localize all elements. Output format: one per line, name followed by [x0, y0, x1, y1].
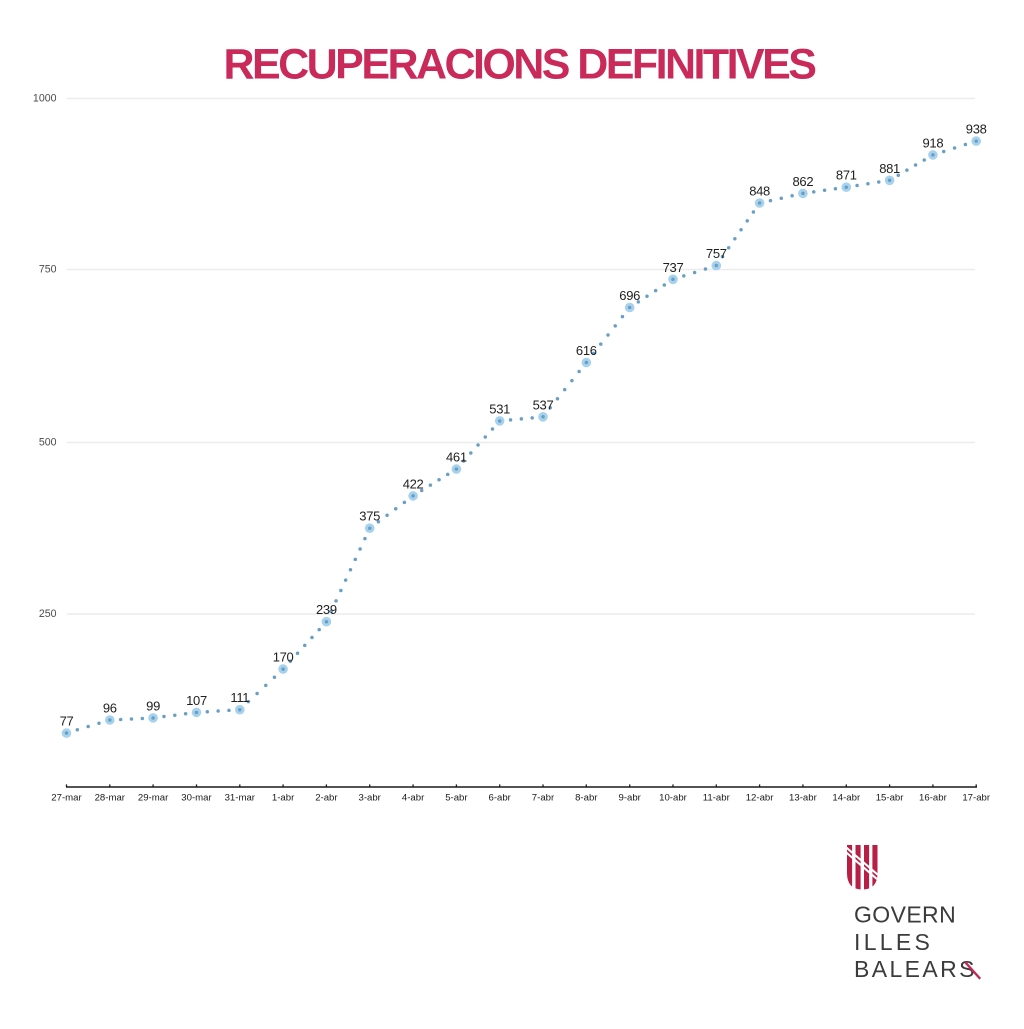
- svg-text:99: 99: [146, 698, 160, 713]
- svg-text:7-abr: 7-abr: [532, 793, 555, 804]
- svg-text:ILLES: ILLES: [854, 929, 933, 955]
- svg-text:938: 938: [966, 122, 987, 137]
- svg-text:10-abr: 10-abr: [659, 793, 688, 804]
- svg-text:77: 77: [60, 714, 74, 729]
- svg-text:GOVERN: GOVERN: [854, 902, 956, 928]
- svg-text:537: 537: [533, 397, 554, 412]
- svg-text:616: 616: [576, 343, 597, 358]
- svg-text:31-mar: 31-mar: [225, 793, 256, 804]
- svg-text:29-mar: 29-mar: [138, 793, 169, 804]
- svg-text:11-abr: 11-abr: [703, 793, 731, 804]
- svg-text:14-abr: 14-abr: [832, 793, 861, 804]
- svg-text:500: 500: [39, 437, 57, 449]
- svg-text:13-abr: 13-abr: [789, 793, 818, 804]
- svg-text:750: 750: [39, 264, 57, 276]
- svg-text:461: 461: [446, 450, 467, 465]
- svg-text:9-abr: 9-abr: [618, 793, 641, 804]
- svg-text:375: 375: [359, 509, 380, 524]
- svg-text:3-abr: 3-abr: [358, 793, 381, 804]
- svg-text:RECUPERACIONS DEFINITIVES: RECUPERACIONS DEFINITIVES: [224, 41, 816, 89]
- svg-text:881: 881: [879, 161, 900, 176]
- svg-text:1000: 1000: [33, 93, 57, 105]
- svg-text:111: 111: [230, 690, 249, 705]
- svg-text:1-abr: 1-abr: [272, 793, 295, 804]
- svg-text:2-abr: 2-abr: [315, 793, 338, 804]
- svg-text:107: 107: [186, 693, 207, 708]
- svg-text:28-mar: 28-mar: [95, 793, 126, 804]
- svg-text:250: 250: [39, 608, 57, 620]
- svg-text:422: 422: [403, 476, 424, 491]
- svg-text:15-abr: 15-abr: [876, 793, 905, 804]
- svg-text:17-abr: 17-abr: [962, 793, 991, 804]
- svg-text:871: 871: [836, 168, 857, 183]
- svg-text:239: 239: [316, 602, 337, 617]
- svg-text:6-abr: 6-abr: [488, 793, 511, 804]
- svg-text:12-abr: 12-abr: [746, 793, 775, 804]
- svg-text:30-mar: 30-mar: [181, 793, 212, 804]
- svg-text:170: 170: [273, 650, 294, 665]
- svg-text:531: 531: [489, 401, 510, 416]
- svg-text:696: 696: [619, 288, 640, 303]
- svg-text:918: 918: [923, 135, 944, 150]
- svg-text:5-abr: 5-abr: [445, 793, 468, 804]
- svg-text:96: 96: [103, 701, 117, 716]
- svg-text:737: 737: [663, 260, 684, 275]
- svg-text:27-mar: 27-mar: [51, 793, 82, 804]
- svg-text:16-abr: 16-abr: [919, 793, 948, 804]
- svg-text:757: 757: [706, 246, 727, 261]
- svg-text:BALEARS: BALEARS: [854, 956, 977, 982]
- svg-text:8-abr: 8-abr: [575, 793, 598, 804]
- svg-text:4-abr: 4-abr: [402, 793, 425, 804]
- svg-text:848: 848: [749, 184, 770, 199]
- svg-text:862: 862: [793, 174, 814, 189]
